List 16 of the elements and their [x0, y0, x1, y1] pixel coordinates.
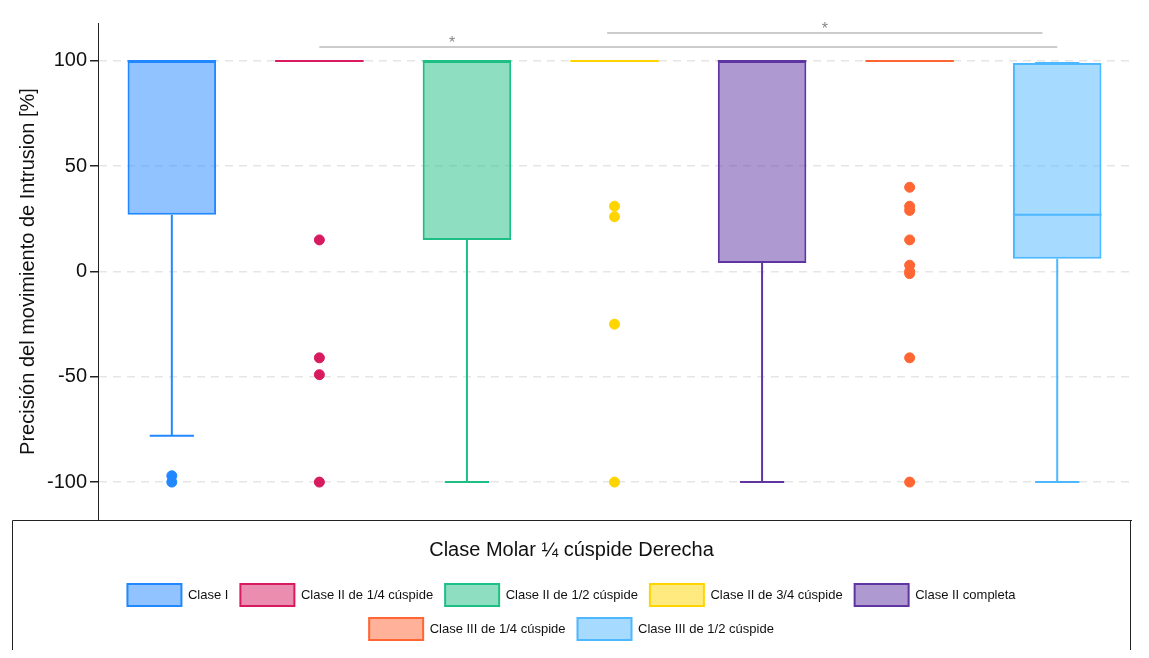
y-tick-label: -100 — [47, 469, 88, 492]
annotation: * — [821, 20, 828, 38]
legend-label: Clase II completa — [915, 586, 1017, 602]
legend-label: Clase III de 1/2 cúspide — [638, 620, 774, 636]
legend-label: Clase II de 1/2 cúspide — [505, 586, 638, 602]
legend-title: Clase Molar ¼ cúspide Derecha — [429, 537, 715, 560]
annotation: * — [449, 34, 456, 52]
legend-label: Clase II de 3/4 cúspide — [710, 586, 843, 602]
legend-label: Clase II de 1/4 cúspide — [300, 586, 434, 602]
y-axis-title: Precisión del movimiento de Intrusion [%] — [15, 88, 38, 455]
legend-label: Clase III de 1/4 cúspide — [429, 620, 566, 636]
y-tick-label: 0 — [75, 259, 88, 282]
legend-label: Clase I — [187, 586, 229, 602]
y-tick-label: -50 — [58, 364, 88, 387]
y-tick-label: 100 — [53, 48, 88, 71]
y-tick-label: 50 — [64, 153, 88, 176]
